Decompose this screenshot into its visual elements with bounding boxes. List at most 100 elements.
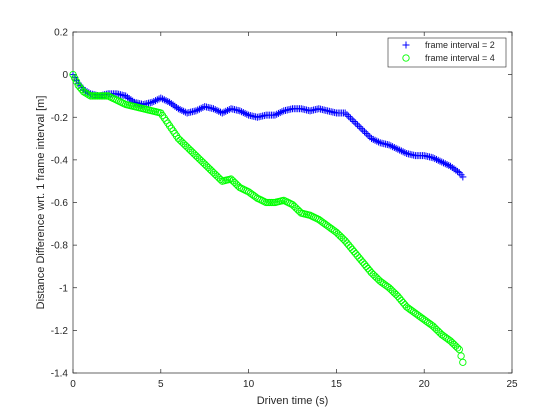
data-point-plus: [278, 108, 286, 116]
data-point-plus: [271, 111, 279, 119]
data-point-plus: [392, 144, 400, 152]
data-point-circle: [266, 198, 274, 207]
x-tick-label: 0: [70, 379, 76, 390]
data-point-plus: [359, 126, 367, 134]
data-point-plus: [209, 105, 217, 113]
data-point-plus: [218, 109, 226, 117]
data-point-plus: [276, 109, 284, 117]
data-point-plus: [164, 97, 172, 105]
data-point-circle: [79, 88, 88, 96]
data-point-circle: [93, 92, 102, 100]
data-point-plus: [459, 173, 467, 181]
data-point-circle: [95, 92, 103, 100]
data-point-plus: [390, 144, 398, 152]
data-point-plus: [371, 136, 379, 144]
data-point-circle: [346, 243, 355, 251]
data-point-plus: [167, 100, 175, 108]
data-point-plus: [169, 101, 177, 109]
y-tick-label: -0.4: [51, 155, 69, 166]
data-point-circle: [341, 237, 349, 245]
x-tick-label: 5: [158, 379, 164, 390]
data-point-plus: [150, 97, 158, 105]
data-point-plus: [220, 108, 228, 116]
data-point-circle: [92, 92, 100, 100]
data-point-circle: [352, 249, 360, 258]
legend-circle-icon: [402, 54, 410, 62]
axis-ticks: 0 5 10 15 20 25 0.2 0 -0.2 -0.4 -0.6 -0.8 -1 -1.2 -1.4: [51, 28, 518, 391]
data-point-circle: [397, 296, 406, 305]
data-point-circle: [100, 92, 109, 100]
data-point-plus: [243, 110, 251, 118]
data-point-plus: [397, 147, 405, 155]
data-point-plus: [434, 156, 442, 164]
data-point-plus: [239, 109, 247, 117]
y-tick-label: -0.6: [51, 198, 69, 209]
data-point-plus: [180, 107, 188, 115]
data-point-plus: [436, 157, 444, 165]
data-point-plus: [148, 98, 156, 106]
data-point-plus: [153, 96, 161, 104]
data-point-circle: [97, 92, 105, 100]
data-point-plus: [368, 135, 376, 143]
data-point-circle: [74, 81, 82, 89]
data-point-plus: [160, 96, 168, 104]
data-point-circle: [357, 256, 365, 264]
data-point-plus: [345, 112, 353, 120]
data-point-plus: [341, 109, 349, 117]
data-point-plus: [364, 131, 372, 139]
data-point-plus: [176, 106, 184, 114]
data-point-plus: [357, 124, 365, 132]
x-tick-label: 10: [243, 379, 255, 390]
data-point-plus: [431, 155, 439, 163]
data-point-circle: [353, 252, 362, 260]
data-point-circle: [453, 344, 462, 352]
data-point-plus: [123, 93, 131, 101]
data-point-plus: [352, 119, 360, 127]
data-point-plus: [159, 95, 167, 103]
data-point-plus: [360, 128, 368, 136]
data-point-plus: [432, 155, 440, 163]
data-point-circle: [216, 175, 225, 184]
data-point-plus: [394, 145, 402, 153]
data-point-circle: [99, 92, 107, 100]
data-point-circle: [399, 299, 407, 307]
data-point-plus: [213, 106, 221, 114]
data-point-circle: [269, 198, 277, 207]
data-point-plus: [450, 165, 458, 173]
data-point-plus: [443, 161, 451, 169]
x-axis-label: Driven time (s): [257, 395, 329, 407]
data-point-plus: [445, 161, 453, 169]
data-point-circle: [90, 92, 98, 100]
data-point-circle: [88, 92, 96, 100]
x-tick-label: 25: [506, 379, 518, 390]
data-point-plus: [171, 102, 179, 110]
y-axis-label: Distance Difference wrt. 1 frame interva…: [35, 96, 47, 310]
legend-marker-circle: [402, 54, 410, 62]
data-point-plus: [366, 133, 374, 141]
data-point-plus: [174, 105, 182, 113]
data-point-plus: [353, 121, 361, 129]
data-point-plus: [396, 146, 404, 154]
data-point-circle: [102, 92, 111, 100]
x-tick-label: 15: [331, 379, 343, 390]
data-point-plus: [241, 109, 249, 117]
data-point-plus: [192, 107, 200, 115]
data-point-plus: [429, 154, 437, 162]
data-point-circle: [81, 89, 89, 97]
data-point-circle: [345, 241, 353, 249]
data-point-circle: [350, 247, 358, 256]
data-point-plus: [452, 166, 460, 174]
data-point-plus: [157, 94, 165, 102]
data-point-plus: [348, 116, 356, 124]
data-point-plus: [375, 138, 383, 146]
data-point-plus: [152, 97, 160, 105]
data-point-plus: [438, 158, 446, 166]
y-tick-label: -0.8: [51, 241, 69, 252]
data-point-circle: [359, 258, 367, 266]
data-point-plus: [125, 94, 133, 102]
data-point-plus: [346, 114, 354, 122]
data-point-plus: [343, 111, 351, 119]
data-point-plus: [274, 109, 282, 117]
data-point-plus: [355, 123, 363, 131]
data-point-plus: [197, 104, 205, 112]
